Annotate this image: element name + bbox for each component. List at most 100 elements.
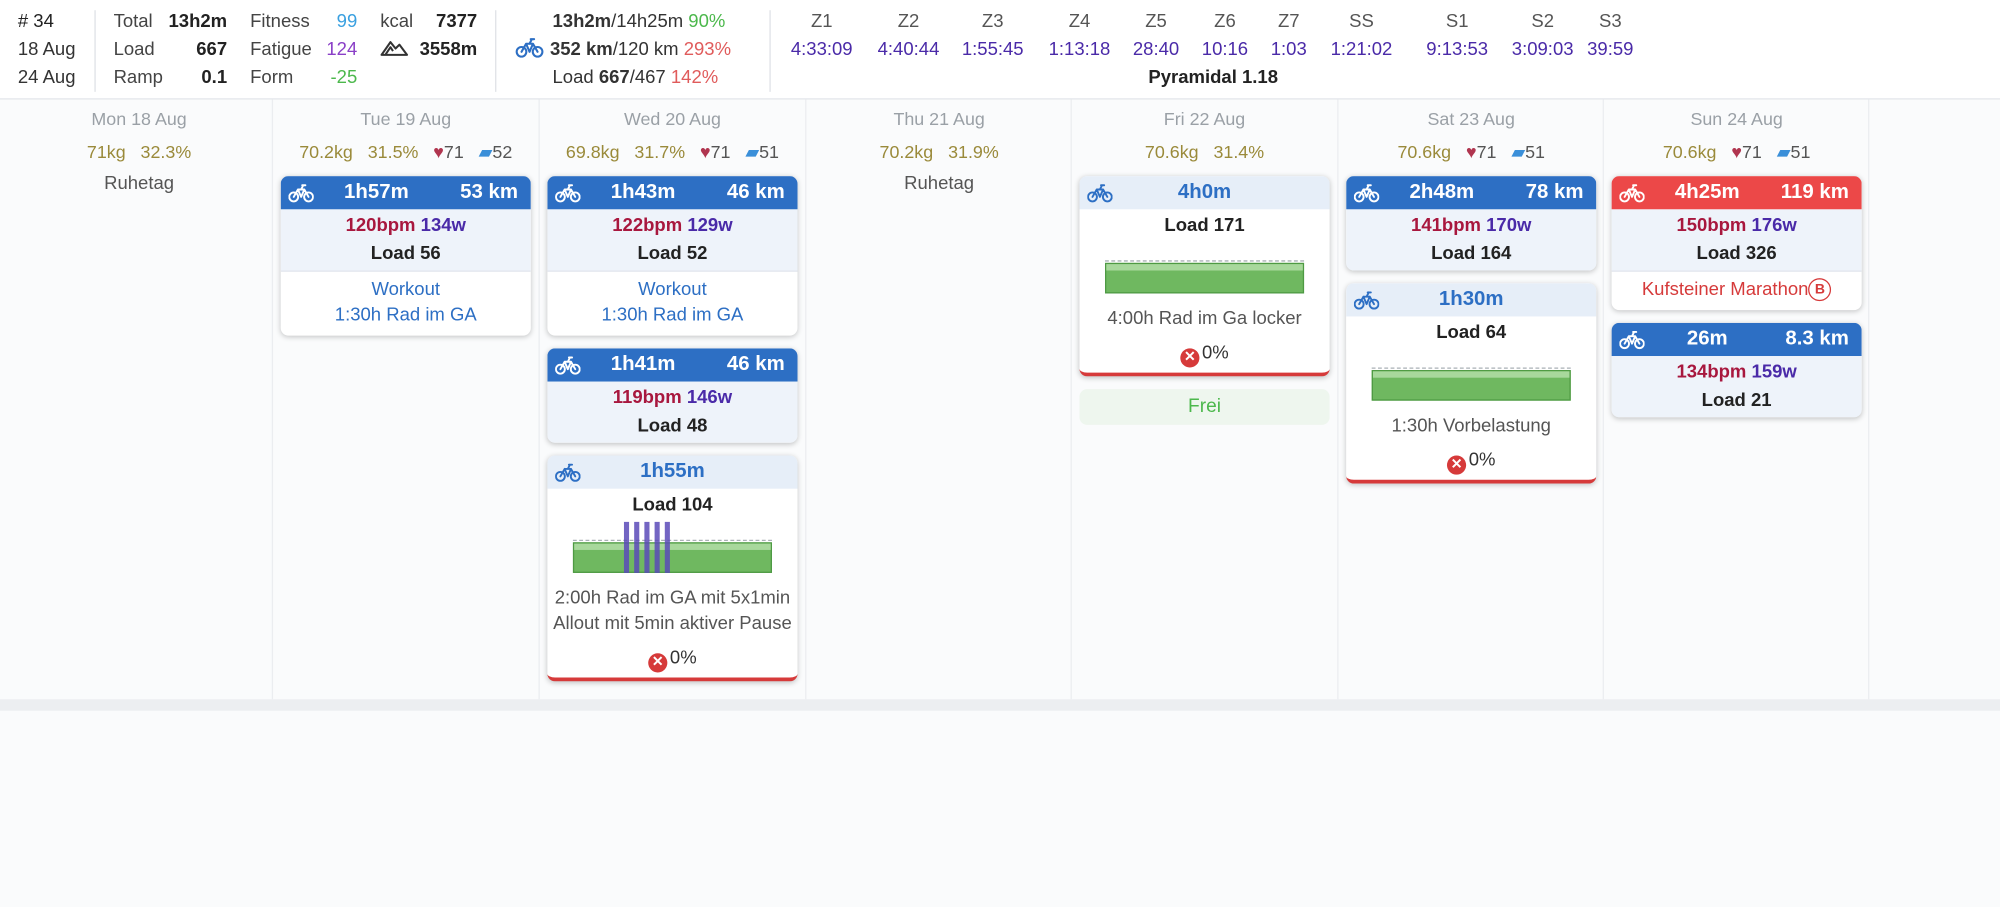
planned-metrics: Load 64 — [1346, 316, 1597, 350]
load-value: 667 — [196, 39, 228, 60]
activity-distance: 46 km — [726, 181, 785, 203]
planned-header: 1h55m — [547, 455, 798, 489]
wellness-row[interactable]: 70.2kg 31.5% ♥71 ▰52 — [273, 135, 538, 168]
activity-duration: 2h48m — [1409, 181, 1475, 203]
resting-hr: 71 — [1476, 141, 1497, 163]
free-day-note[interactable]: Frei — [1079, 389, 1330, 425]
column-divider — [271, 99, 274, 700]
activity-card[interactable]: 1h57m 53 km 120bpm 134w Load 56 Workout … — [280, 176, 531, 336]
workout-name: 1:30h Rad im GA — [601, 304, 744, 326]
event-name: Kufsteiner Marathon — [1641, 279, 1809, 300]
planned-duration: 1h55m — [640, 460, 705, 483]
divider — [769, 10, 771, 92]
race-event[interactable]: Kufsteiner Marathon B — [1611, 270, 1862, 311]
ftp-line — [1105, 260, 1305, 262]
avg-heart-rate: 141bpm — [1411, 215, 1481, 237]
day-header[interactable]: Fri 22 Aug — [1163, 108, 1246, 129]
zone-z6: Z6 10:16 — [1201, 11, 1249, 60]
weight: 69.8kg — [565, 141, 620, 163]
avg-power: 146w — [686, 387, 733, 409]
wellness-row[interactable]: 70.6kg ♥71 ▰51 — [1339, 135, 1604, 168]
day-thu[interactable]: Thu 21 Aug 70.2kg 31.9% Ruhetag — [806, 100, 1071, 700]
week-summary: # 34 18 Aug 24 Aug Total Load Ramp 13h2m… — [0, 0, 2000, 100]
planned-workout-card[interactable]: 1h30m Load 64 1:30h Vorbelastung ✕ 0% — [1346, 283, 1597, 484]
form-value: -25 — [330, 67, 358, 89]
compliance-value: 0% — [1202, 343, 1229, 364]
wellness-row[interactable]: 69.8kg 31.7% ♥71 ▰51 — [540, 135, 805, 168]
wellness-row[interactable]: 70.6kg 31.4% — [1072, 135, 1337, 168]
avg-heart-rate: 150bpm — [1676, 215, 1747, 237]
rest-day-note[interactable]: Ruhetag — [104, 173, 175, 194]
linked-workout[interactable]: Workout 1:30h Rad im GA — [280, 270, 531, 336]
workout-label: Workout — [638, 279, 707, 300]
activity-card[interactable]: 2h48m 78 km 141bpm 170w Load 164 — [1346, 176, 1597, 271]
activity-card[interactable]: 26m 8.3 km 134bpm 159w Load 21 — [1611, 322, 1862, 418]
activity-distance: 78 km — [1525, 181, 1584, 203]
activity-duration: 1h43m — [610, 181, 676, 203]
total-value: 13h2m — [168, 11, 228, 32]
activity-duration: 4h25m — [1674, 181, 1740, 203]
zone-z1: Z1 4:33:09 — [790, 11, 853, 60]
planned-workout-card[interactable]: 4h0m Load 171 4:00h Rad im Ga locker ✕ 0% — [1079, 176, 1330, 377]
day-header[interactable]: Mon 18 Aug — [91, 108, 187, 129]
week-info: # 34 18 Aug 24 Aug — [18, 8, 76, 92]
activity-header: 1h41m 46 km — [547, 348, 798, 382]
week-date-end: 24 Aug — [17, 67, 76, 89]
day-header[interactable]: Wed 20 Aug — [623, 108, 721, 129]
planned-workout-card[interactable]: 1h55m Load 104 2:00h Rad im GA mit 5x1mi… — [547, 455, 798, 682]
distance-compliance: 352 km/120 km 293% — [516, 36, 731, 64]
compliance: ✕ 0% — [1079, 339, 1329, 372]
avg-power: 170w — [1486, 215, 1532, 237]
day-mon[interactable]: Mon 18 Aug 71kg 32.3% Ruhetag — [6, 100, 271, 700]
day-header[interactable]: Thu 21 Aug — [893, 108, 985, 129]
fatigue-label: Fatigue — [250, 39, 312, 60]
training-load: Load 21 — [1701, 390, 1772, 411]
activity-duration: 1h57m — [344, 181, 409, 203]
ramp-value: 0.1 — [201, 67, 228, 89]
avg-power: 159w — [1751, 362, 1797, 383]
kcal-label: kcal — [380, 11, 414, 32]
activity-distance: 46 km — [726, 353, 785, 376]
day-fri[interactable]: Fri 22 Aug 70.6kg 31.4% 4h0m Load 171 4:… — [1072, 100, 1337, 700]
heart-icon: ♥ — [1465, 141, 1477, 163]
bicycle-icon — [555, 181, 581, 204]
rest-day-note[interactable]: Ruhetag — [904, 173, 975, 194]
activity-metrics: 134bpm 159w Load 21 — [1611, 356, 1862, 418]
energy-labels: kcal — [380, 8, 413, 64]
activity-card[interactable]: 1h41m 46 km 119bpm 146w Load 48 — [547, 348, 798, 443]
activity-header: 1h43m 46 km — [547, 176, 798, 210]
heart-icon: ♥ — [699, 141, 711, 163]
avg-heart-rate: 134bpm — [1676, 362, 1747, 383]
activity-card[interactable]: 1h43m 46 km 122bpm 129w Load 52 Workout … — [547, 176, 798, 336]
race-activity-card[interactable]: 4h25m 119 km 150bpm 176w Load 326 Kufste… — [1611, 176, 1862, 311]
body-fat: 31.4% — [1213, 141, 1265, 163]
horizontal-scroll-area[interactable] — [0, 699, 2000, 711]
training-load: Load 326 — [1696, 243, 1777, 265]
day-header[interactable]: Sun 24 Aug — [1690, 108, 1783, 129]
time-compliance: 13h2m/14h25m 90% — [552, 11, 726, 32]
hrv-value: 52 — [492, 141, 513, 163]
activity-distance: 53 km — [460, 181, 519, 203]
activity-header: 4h25m 119 km — [1611, 176, 1862, 210]
avg-heart-rate: 119bpm — [612, 387, 682, 409]
wellness-row[interactable]: 71kg 32.3% — [6, 135, 271, 168]
day-header[interactable]: Tue 19 Aug — [360, 108, 452, 129]
activity-header: 1h57m 53 km — [280, 176, 531, 210]
zone-z7: Z7 1:03 — [1270, 11, 1307, 60]
avg-power: 134w — [420, 215, 466, 237]
day-header[interactable]: Sat 23 Aug — [1427, 108, 1515, 129]
hrv-icon: ▰ — [745, 141, 760, 163]
day-sat[interactable]: Sat 23 Aug 70.6kg ♥71 ▰51 2h48m 78 km 14… — [1339, 100, 1604, 700]
heart-icon: ♥ — [1731, 141, 1742, 163]
zone-s3: S3 39:59 — [1587, 11, 1634, 60]
wellness-row[interactable]: 70.2kg 31.9% — [806, 135, 1071, 168]
training-load: Load 56 — [370, 243, 441, 265]
day-tue[interactable]: Tue 19 Aug 70.2kg 31.5% ♥71 ▰52 1h57m 53… — [273, 100, 538, 700]
wellness-row[interactable]: 70.6kg ♥71 ▰51 — [1604, 135, 1869, 168]
column-divider — [1868, 99, 1870, 700]
day-wed[interactable]: Wed 20 Aug 69.8kg 31.7% ♥71 ▰51 1h43m 46… — [540, 100, 805, 700]
activity-metrics: 150bpm 176w Load 326 — [1611, 209, 1862, 271]
day-sun[interactable]: Sun 24 Aug 70.6kg ♥71 ▰51 4h25m 119 km 1… — [1604, 100, 1869, 700]
training-load: Load 52 — [637, 243, 708, 265]
linked-workout[interactable]: Workout 1:30h Rad im GA — [547, 270, 798, 336]
